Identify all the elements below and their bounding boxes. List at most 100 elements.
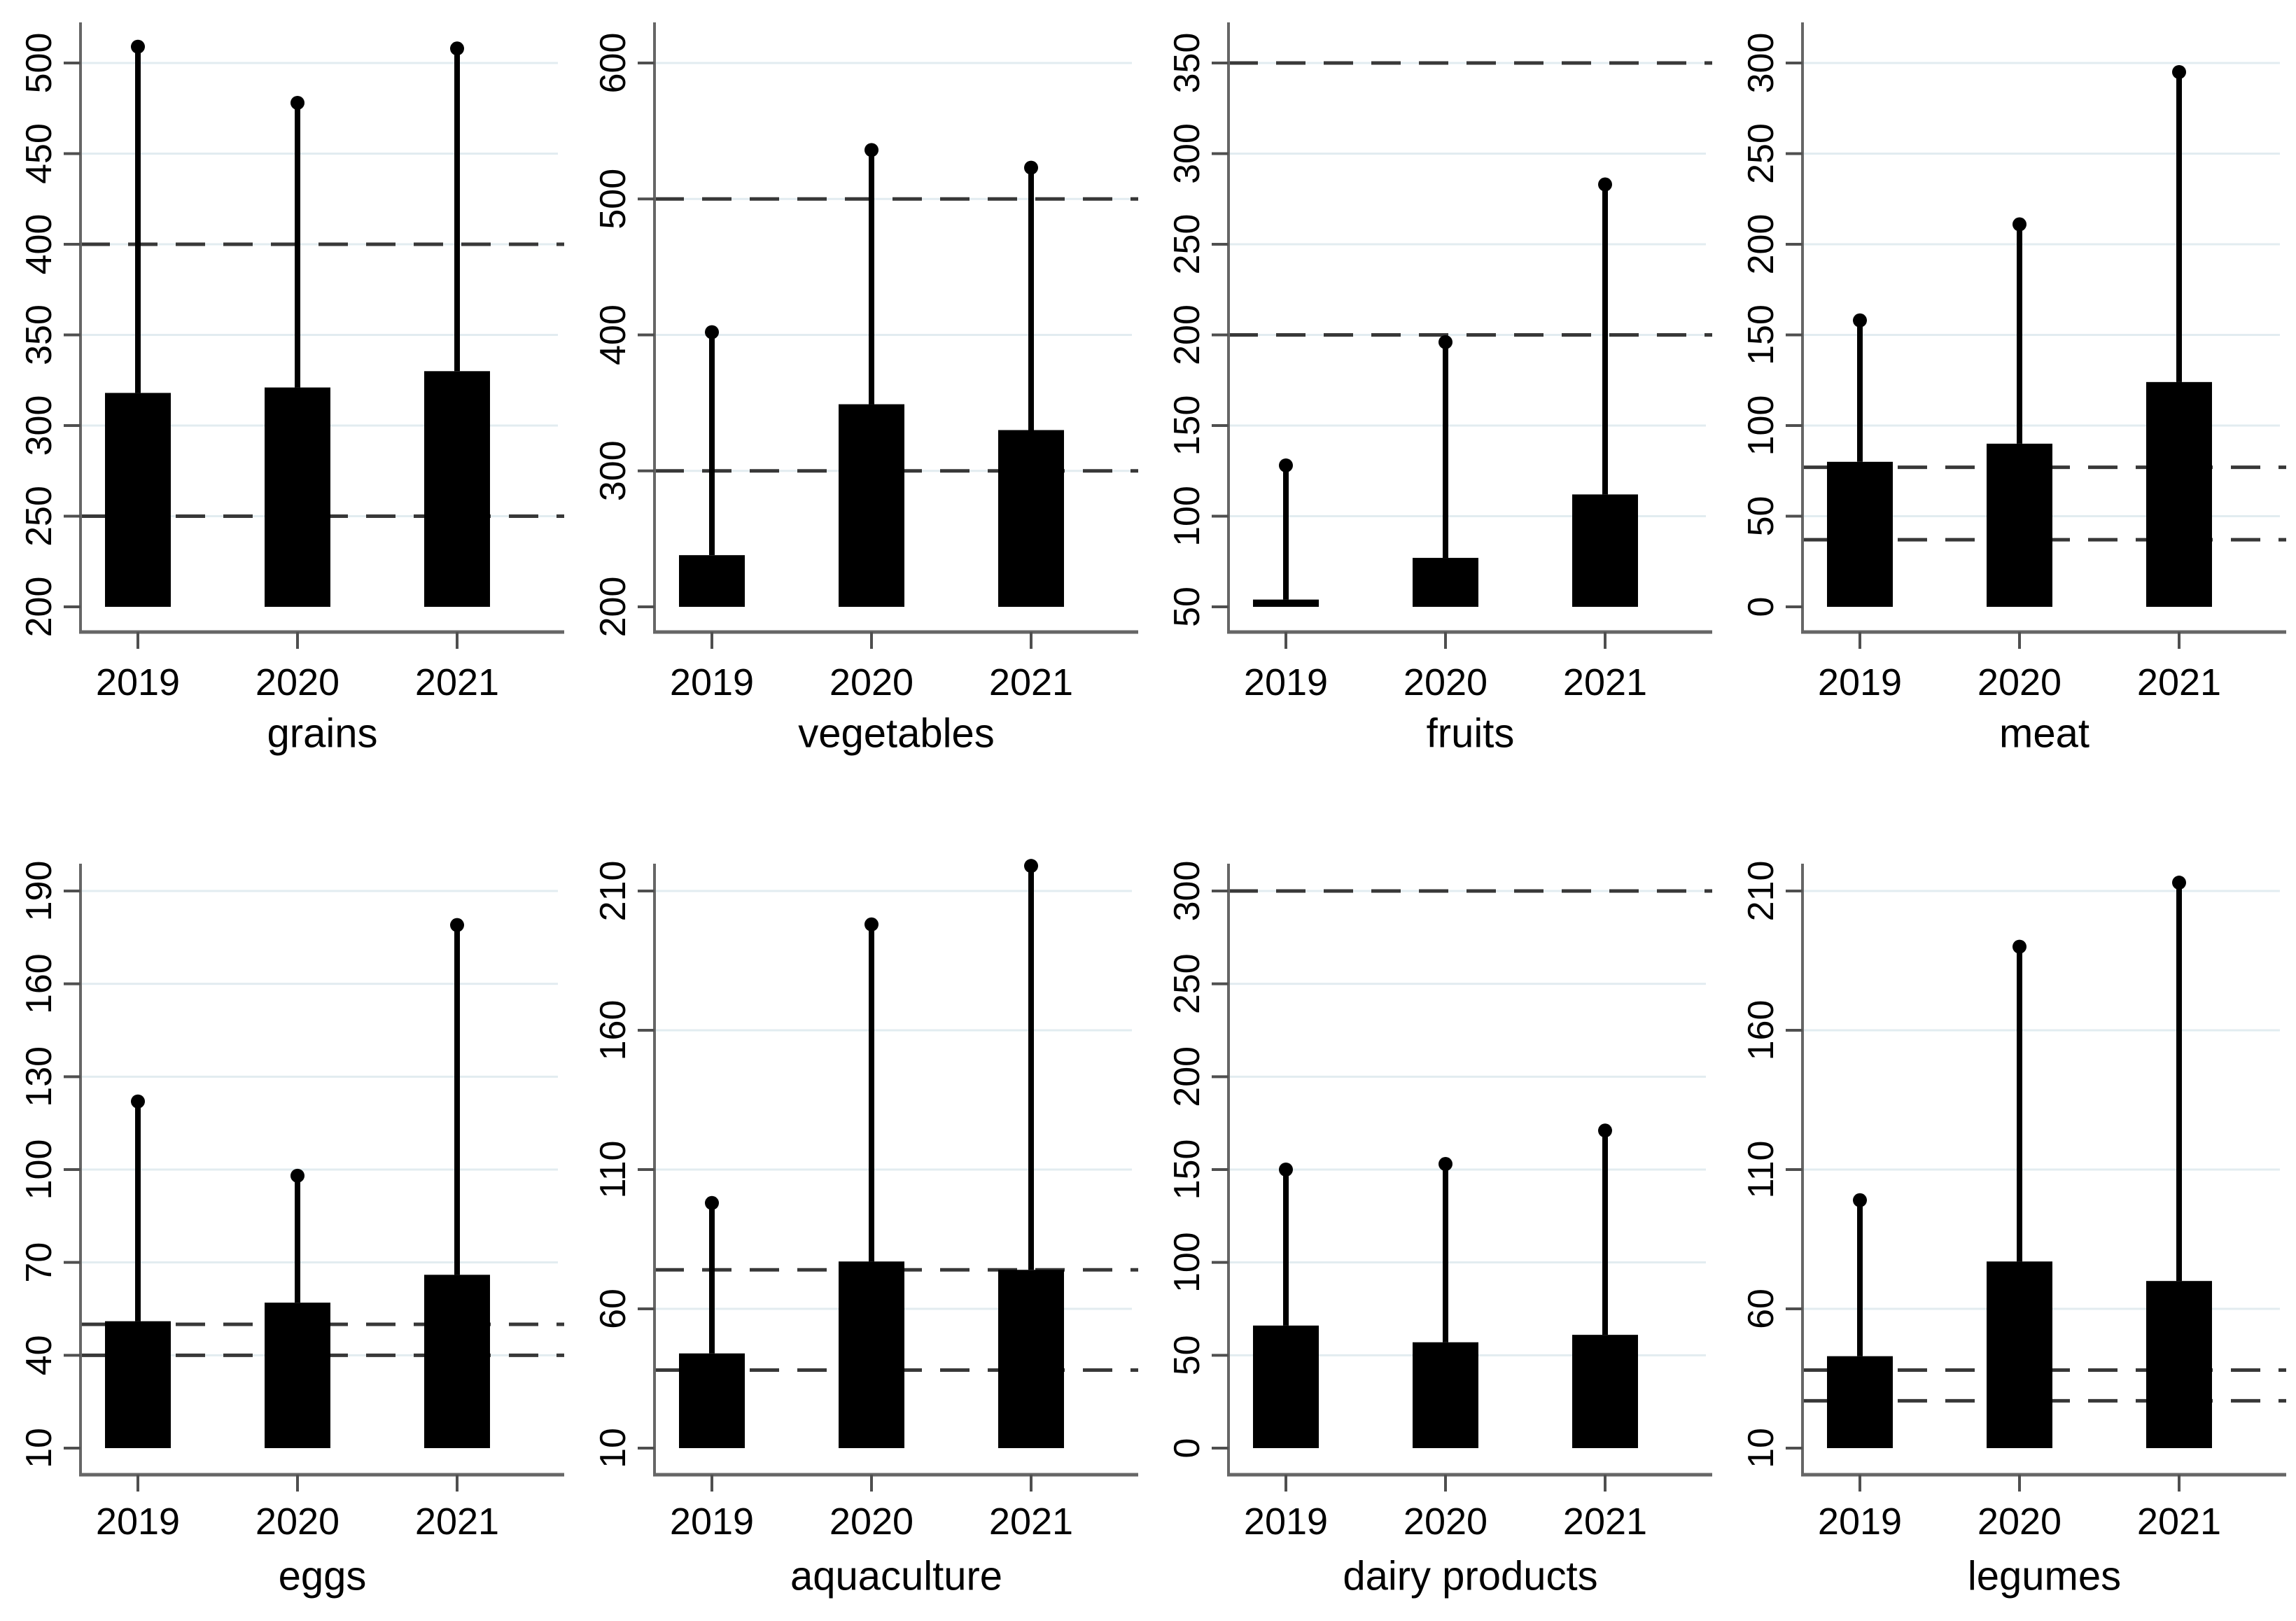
whisker-cap-2020 [290, 1168, 304, 1183]
bar-2020 [1987, 1261, 2052, 1448]
whisker-cap-2021 [1024, 160, 1038, 175]
x-category-label: 2021 [989, 1501, 1073, 1543]
chart-cell: 0 50 100 150 200 250 300 2019 2020 2021 dairy prod… [1148, 810, 1722, 1621]
y-tick-label: 60 [593, 1289, 634, 1329]
bar-2021 [1572, 1335, 1638, 1448]
x-category-label: 2020 [1977, 1501, 2062, 1543]
axis-title: fruits [1427, 711, 1515, 757]
chart-cell: 10 60 110 160 210 2019 2020 2021 legumes [1722, 810, 2296, 1621]
y-tick-label: 10 [1741, 1428, 1782, 1468]
chart-fruits: 50 100 150 200 250 300 350 2019 2020 2021 fruits [1167, 22, 1712, 757]
x-category-label: 2021 [1563, 661, 1647, 703]
y-tick-label: 150 [1741, 304, 1782, 365]
whisker-cap-2019 [1853, 313, 1867, 328]
y-tick-label: 500 [19, 33, 59, 94]
y-tick-label: 10 [593, 1428, 634, 1468]
y-tick-label: 100 [1167, 486, 1208, 547]
y-tick-label: 50 [1167, 587, 1208, 627]
whisker-cap-2021 [1598, 177, 1612, 192]
bar-2021 [2146, 381, 2212, 607]
y-tick-label: 350 [1167, 33, 1208, 94]
y-tick-label: 300 [593, 440, 634, 501]
y-tick-label: 250 [1741, 123, 1782, 184]
whisker-cap-2021 [1598, 1123, 1612, 1138]
y-tick-label: 110 [1741, 1141, 1782, 1199]
y-tick-label: 200 [19, 577, 59, 638]
whisker-cap-2020 [1438, 1157, 1452, 1172]
whisker-cap-2019 [131, 39, 145, 54]
x-category-label: 2020 [255, 1501, 340, 1543]
chart-aquaculture: 10 60 110 160 210 2019 2020 2021 aquaculture [593, 859, 1138, 1599]
y-tick-label: 200 [1167, 304, 1208, 365]
chart-meat: 0 50 100 150 200 250 300 2019 2020 2021 meat [1741, 22, 2286, 757]
whisker-cap-2020 [2012, 217, 2026, 232]
whisker-cap-2021 [450, 918, 464, 932]
bar-2021 [1572, 494, 1638, 607]
y-tick-label: 210 [1741, 861, 1782, 922]
axis-title: dairy products [1343, 1554, 1597, 1599]
bar-2021 [424, 371, 490, 607]
x-category-label: 2019 [1244, 1501, 1328, 1543]
y-tick-label: 10 [19, 1428, 59, 1468]
axis-title: eggs [279, 1554, 367, 1599]
chart-eggs: 10 40 70 100 130 160 190 2019 2020 2021 eggs [19, 861, 564, 1599]
bar-2021 [424, 1275, 490, 1448]
y-tick-label: 300 [1741, 33, 1782, 94]
x-category-label: 2020 [830, 661, 913, 703]
y-tick-label: 70 [19, 1242, 59, 1283]
chart-cell: 0 50 100 150 200 250 300 2019 2020 2021 meat [1722, 0, 2296, 810]
y-tick-label: 150 [1167, 1139, 1208, 1200]
bar-2020 [1413, 1342, 1478, 1448]
y-tick-label: 50 [1741, 496, 1782, 537]
y-tick-label: 100 [1741, 395, 1782, 456]
chart-cell: 10 60 110 160 210 2019 2020 2021 aquaculture [574, 810, 1148, 1621]
bar-2019 [1827, 1356, 1893, 1448]
x-category-label: 2021 [1563, 1501, 1647, 1543]
bar-2019 [1827, 461, 1893, 607]
bar-2020 [839, 404, 904, 607]
y-tick-label: 0 [1167, 1438, 1208, 1459]
x-category-label: 2019 [1244, 661, 1328, 703]
y-tick-label: 0 [1741, 597, 1782, 617]
y-tick-label: 300 [19, 395, 59, 456]
axis-title: grains [267, 711, 378, 757]
bar-2019 [679, 1353, 745, 1448]
y-tick-label: 250 [1167, 953, 1208, 1014]
y-tick-label: 400 [593, 304, 634, 365]
bar-2020 [265, 1303, 330, 1448]
whisker-cap-2019 [1853, 1193, 1867, 1207]
y-tick-label: 300 [1167, 123, 1208, 184]
y-tick-label: 400 [19, 214, 59, 275]
whisker-cap-2019 [1279, 458, 1293, 472]
chart-cell: 50 100 150 200 250 300 350 2019 2020 2021 fruits [1148, 0, 1722, 810]
bar-2021 [2146, 1281, 2212, 1448]
bar-2019 [1253, 1325, 1319, 1448]
whisker-cap-2019 [1279, 1163, 1293, 1177]
y-tick-label: 500 [593, 169, 634, 230]
y-tick-label: 160 [593, 1000, 634, 1061]
axis-title: vegetables [798, 711, 995, 757]
whisker-cap-2020 [290, 95, 304, 110]
axis-title: legumes [1968, 1554, 2121, 1599]
y-tick-label: 160 [19, 953, 59, 1014]
y-tick-label: 600 [593, 33, 634, 94]
x-category-label: 2021 [989, 661, 1073, 703]
y-tick-label: 130 [19, 1046, 59, 1107]
y-tick-label: 300 [1167, 861, 1208, 922]
y-tick-label: 250 [19, 486, 59, 547]
axis-title: aquaculture [790, 1554, 1002, 1599]
bar-2019 [105, 1321, 171, 1448]
bar-2020 [839, 1261, 904, 1448]
whisker-cap-2021 [1024, 859, 1038, 873]
bar-2019 [679, 555, 745, 607]
x-category-label: 2019 [1818, 1501, 1902, 1543]
whisker-cap-2020 [2012, 939, 2026, 954]
y-tick-label: 40 [19, 1335, 59, 1375]
x-category-label: 2020 [1977, 661, 2062, 703]
chart-legumes: 10 60 110 160 210 2019 2020 2021 legumes [1741, 861, 2286, 1599]
bar-2021 [998, 1270, 1064, 1448]
x-category-label: 2020 [1404, 661, 1488, 703]
x-category-label: 2021 [2137, 1501, 2221, 1543]
bar-2021 [998, 430, 1064, 607]
y-tick-label: 160 [1741, 1000, 1782, 1061]
